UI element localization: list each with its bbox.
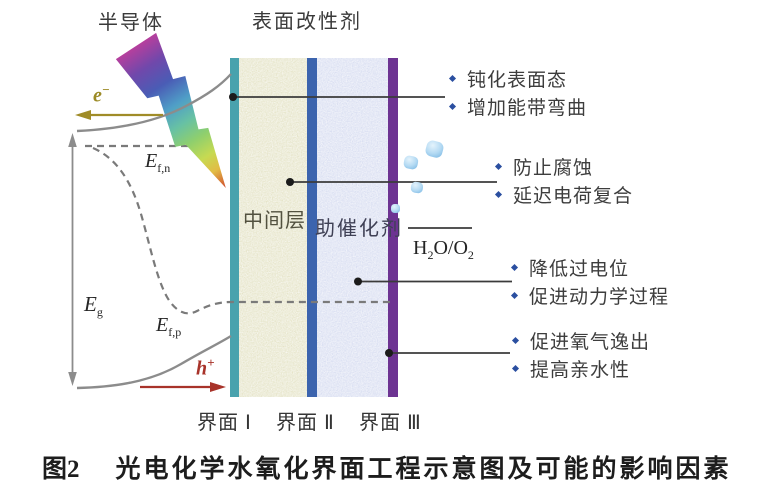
annotation-text: 延迟电荷复合 (513, 185, 634, 207)
bullet-diamond-icon (511, 364, 520, 372)
fermi-p-dashed-curve (92, 146, 393, 315)
interlayer-texture (239, 58, 307, 397)
figure-caption: 图2 光电化学水氧化界面工程示意图及可能的影响因素 (42, 449, 732, 485)
annotation-row: 促进氧气逸出 (511, 326, 651, 354)
annotation-text: 防止腐蚀 (513, 157, 594, 179)
annotation-group-interlayer: 防止腐蚀 延迟电荷复合 (494, 152, 634, 208)
bullet-diamond-icon (510, 291, 519, 299)
h2o-h: H (413, 237, 428, 259)
annotation-text: 促进氧气逸出 (530, 331, 651, 353)
label-bandgap: Eg (84, 292, 103, 320)
label-cocatalyst: 助催化剂 (315, 218, 403, 240)
label-electron: e− (93, 82, 110, 107)
label-interlayer: 中间层 (243, 210, 306, 232)
energy-symbol: E (84, 292, 97, 316)
callout-dot-1 (229, 93, 237, 101)
annotation-text: 降低过电位 (529, 258, 630, 280)
label-fermi-n: Ef,n (145, 150, 170, 175)
bandgap-arrow-icon (68, 133, 77, 386)
bullet-diamond-icon (511, 336, 520, 344)
bullet-diamond-icon (494, 190, 503, 198)
bullet-diamond-icon (448, 102, 457, 110)
callout-dot-4 (385, 349, 393, 357)
caption-number: 图2 (42, 456, 80, 483)
caption-text: 光电化学水氧化界面工程示意图及可能的影响因素 (115, 456, 732, 483)
energy-symbol: E (145, 150, 158, 172)
callout-dots (229, 93, 393, 357)
band-edges (76, 73, 232, 390)
label-semiconductor: 半导体 (98, 12, 164, 34)
annotation-group-interface3: 促进氧气逸出 提高亲水性 (511, 326, 651, 382)
label-hole: h+ (196, 355, 215, 380)
valence-band-curve (76, 334, 232, 390)
label-surface-modifier: 表面改性剂 (252, 11, 362, 33)
interface2-stripe (307, 58, 317, 397)
label-interface-3: 界面 Ⅲ (359, 412, 422, 434)
label-interface-1: 界面 Ⅰ (197, 412, 252, 434)
bandgap-subscript: g (96, 305, 103, 320)
annotation-row: 促进动力学过程 (510, 281, 670, 309)
annotation-text: 钝化表面态 (467, 69, 568, 91)
hole-symbol: h (196, 357, 208, 380)
conduction-band-curve (76, 73, 232, 133)
annotation-row: 增加能带弯曲 (448, 92, 588, 120)
annotation-row: 防止腐蚀 (494, 152, 633, 180)
light-bolt-icon (115, 32, 226, 188)
label-fermi-p: Ef,p (156, 314, 181, 339)
annotation-row: 降低过电位 (510, 253, 669, 281)
cocatalyst-texture (317, 58, 388, 397)
bullet-diamond-icon (510, 263, 519, 271)
annotation-row: 延迟电荷复合 (494, 180, 634, 208)
callout-lines (233, 96, 512, 354)
annotation-group-cocatalyst: 降低过电位 促进动力学过程 (510, 253, 670, 309)
bullet-diamond-icon (448, 74, 457, 82)
electron-arrow-icon (75, 110, 163, 120)
annotation-text: 增加能带弯曲 (467, 97, 588, 119)
electron-charge: − (101, 82, 110, 97)
interface3-stripe (388, 58, 398, 397)
annotation-text: 促进动力学过程 (529, 286, 670, 308)
bullet-diamond-icon (494, 162, 503, 170)
interface1-stripe (230, 58, 239, 397)
h2o-sub: 2 (427, 248, 434, 262)
label-interface-2: 界面 Ⅱ (276, 412, 335, 434)
annotation-text: 提高亲水性 (530, 359, 631, 381)
layer-stack (230, 58, 398, 397)
label-h2o-o2: H2O/O2 (413, 237, 474, 262)
annotation-row: 钝化表面态 (448, 64, 587, 92)
annotation-group-surface-state: 钝化表面态 增加能带弯曲 (448, 64, 588, 120)
fermi-n-subscript: f,n (157, 161, 171, 175)
o2-mid: O/O (433, 237, 468, 259)
callout-dot-3 (354, 277, 362, 286)
hole-arrow-icon (140, 382, 226, 392)
fermi-p-subscript: f,p (168, 325, 182, 339)
callout-dot-2 (286, 178, 294, 186)
annotation-row: 提高亲水性 (511, 354, 650, 382)
fermi-levels (85, 144, 393, 315)
oxygen-bubbles-icon (391, 140, 444, 213)
energy-symbol: E (156, 314, 169, 336)
o2-sub: 2 (467, 248, 474, 262)
hole-charge: + (207, 355, 215, 370)
electron-symbol: e (93, 84, 102, 107)
